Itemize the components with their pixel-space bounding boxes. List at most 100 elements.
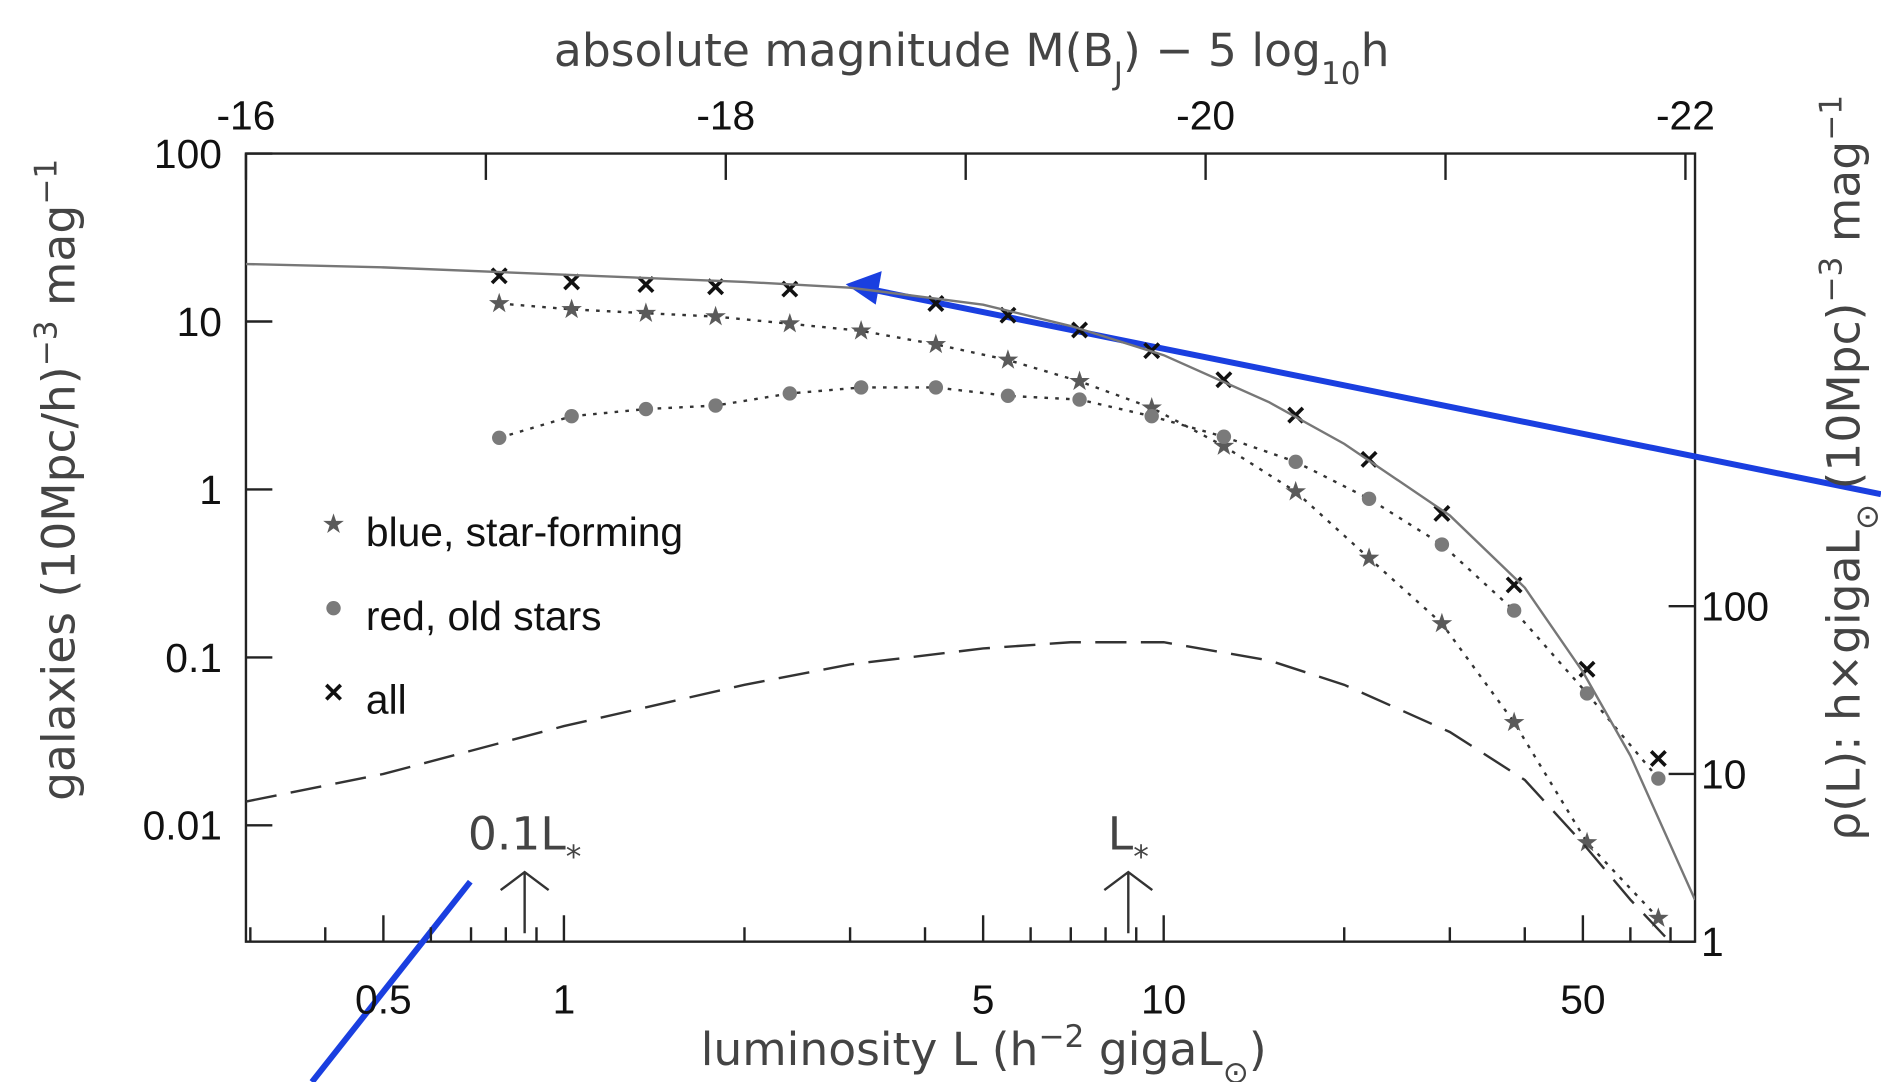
point: [564, 408, 579, 424]
y2-tick-label: 10: [1701, 751, 1746, 797]
point: [1434, 537, 1450, 552]
point: [1072, 392, 1087, 407]
y-axis-label: galaxies (10Mpc/h)−3 mag−1: [28, 159, 85, 801]
annotation-arrow: [499, 870, 550, 934]
point: [1431, 612, 1453, 633]
y2-axis-label-part: −3: [1813, 257, 1849, 303]
y-tick-label: 1: [199, 467, 222, 513]
y2-axis-label-part: (10Mpc): [1817, 303, 1870, 504]
x-tick-label: 10: [1141, 977, 1186, 1023]
annotation-sub: *: [566, 839, 582, 875]
series-line: [245, 262, 1696, 901]
series-line: [498, 386, 1660, 780]
annotation-sub: *: [1133, 839, 1149, 875]
point: [850, 320, 872, 340]
x2-tick-label: -22: [1656, 93, 1715, 139]
y2-axis-label-part: mag: [1817, 141, 1870, 257]
x2-axis-label-part: J: [1112, 56, 1123, 92]
point: [488, 292, 510, 313]
x-axis-label: luminosity L (h−2 gigaL⊙): [701, 1019, 1267, 1082]
point: [1358, 547, 1380, 567]
arrow: [309, 879, 473, 1082]
y-tick-label: 100: [154, 131, 222, 177]
point: [1141, 397, 1162, 417]
legend-marker: [325, 683, 342, 701]
x2-axis-label-part: h: [1361, 24, 1390, 77]
point: [637, 276, 655, 293]
series-line: [245, 641, 1671, 942]
point: [492, 430, 507, 445]
y-axis-label-part: galaxies (10Mpc/h): [32, 366, 85, 800]
y2-tick-label: 100: [1701, 584, 1769, 630]
point: [635, 302, 657, 322]
point: [1069, 370, 1090, 391]
point: [1505, 576, 1523, 594]
point: [1285, 480, 1307, 501]
point: [1579, 686, 1595, 701]
x2-axis-label: absolute magnitude M(BJ) − 5 log10h: [554, 24, 1390, 92]
y2-axis-label-part: ⊙: [1849, 504, 1881, 530]
point: [1213, 435, 1235, 455]
point: [1433, 504, 1451, 522]
y-tick-label: 10: [177, 299, 222, 345]
x-axis-label-part: gigaL: [1084, 1023, 1223, 1076]
point: [1576, 831, 1598, 852]
point: [779, 312, 801, 333]
annotation-text: 0.1L: [468, 807, 566, 860]
point: [928, 380, 944, 395]
y2-axis-label: ρ(L): h×gigaL⊙ (10Mpc)−3 mag−1: [1813, 95, 1881, 841]
y2-axis-label-part: −1: [1813, 95, 1849, 141]
x-tick-label: 0.5: [355, 977, 412, 1023]
overlay-arrows: [309, 271, 1881, 1082]
point: [997, 349, 1019, 369]
x-tick-label: 5: [972, 977, 995, 1023]
point: [1649, 750, 1667, 767]
y2-axis-label-part: ρ(L): h×gigaL: [1817, 529, 1870, 840]
annotation: L*: [1108, 807, 1149, 875]
point: [1578, 660, 1596, 678]
x2-axis-label-part: 10: [1321, 56, 1361, 92]
arrow-head: [845, 271, 882, 305]
point: [561, 298, 582, 319]
arrow: [869, 286, 1881, 498]
x2-axis-label-part: ) − 5 log: [1123, 24, 1321, 77]
point: [1000, 388, 1016, 404]
y-axis-label-part: −3: [28, 320, 64, 366]
point: [705, 305, 726, 326]
point: [1216, 429, 1232, 444]
annotation-arrow: [1103, 870, 1154, 934]
x-axis-label-part: luminosity L (h: [701, 1023, 1039, 1076]
point: [708, 398, 723, 413]
legend-marker: [326, 600, 341, 616]
y-axis-label-part: −1: [28, 159, 64, 205]
point: [1503, 711, 1525, 732]
y2-tick-label: 1: [1701, 919, 1724, 965]
x2-axis-label-part: absolute magnitude M(B: [554, 24, 1114, 77]
legend-marker: [323, 513, 344, 533]
point: [1651, 771, 1666, 786]
point: [925, 333, 947, 354]
y-tick-label: 0.01: [143, 803, 222, 849]
point: [1144, 408, 1159, 424]
annotation: 0.1L*: [468, 807, 581, 875]
legend-label: all: [366, 677, 407, 723]
point: [782, 386, 797, 401]
point: [1648, 907, 1669, 927]
point: [638, 401, 654, 417]
x-axis-label-part: ): [1249, 1023, 1267, 1076]
point: [563, 273, 581, 291]
x2-tick-label: -18: [696, 93, 755, 139]
x-axis-label-part: ⊙: [1223, 1055, 1249, 1082]
plot-frame: [244, 152, 1697, 943]
point: [853, 380, 869, 395]
y-tick-label: 0.1: [165, 635, 222, 681]
x2-tick-label: -16: [216, 93, 275, 139]
legend-label: red, old stars: [366, 593, 602, 639]
x-tick-label: 1: [553, 977, 576, 1023]
point: [1506, 603, 1522, 618]
x2-tick-label: -20: [1176, 93, 1235, 139]
legend-label: blue, star-forming: [366, 509, 683, 555]
point: [1288, 454, 1303, 470]
y-axis-label-part: mag: [32, 205, 85, 321]
